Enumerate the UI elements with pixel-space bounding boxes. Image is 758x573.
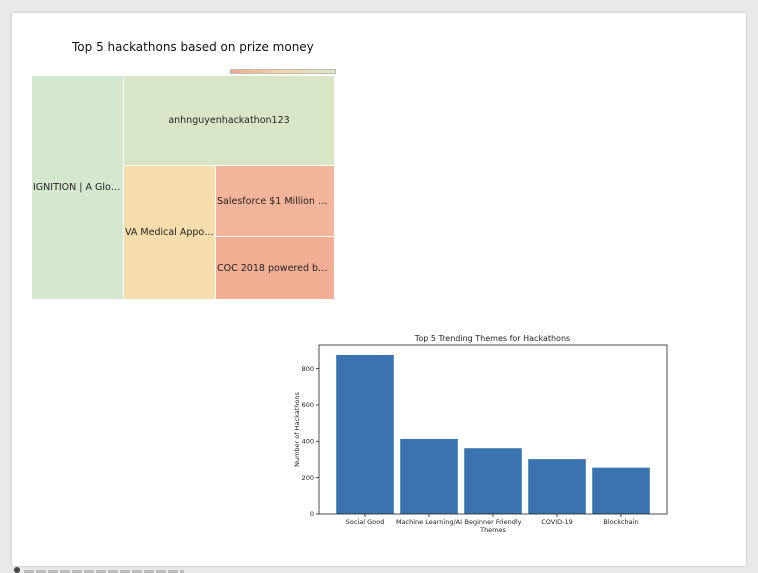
bar [528,459,586,514]
y-tick-label: 200 [302,474,314,482]
treemap-tile: IGNITION | A Glob… [31,75,124,300]
y-tick-label: 800 [302,365,314,373]
x-axis-label: Themes [479,526,506,534]
y-tick-label: 600 [302,401,314,409]
status-footer [14,567,214,573]
treemap-tile-label: VA Medical Appoin… [125,227,215,238]
y-axis-label: Number of Hackathons [293,392,301,467]
treemap-tile-label: anhnguyenhackathon123 [168,115,290,126]
info-icon [14,567,20,573]
treemap-tile: COC 2018 powered by… [215,236,335,300]
y-tick-label: 0 [310,510,314,518]
bar [400,438,458,514]
x-tick-label: COVID-19 [541,518,573,526]
treemap-colorscale [230,69,336,74]
x-tick-label: Beginner Friendly [464,518,521,526]
treemap-tile-label: IGNITION | A Glob… [33,182,123,193]
bar [464,448,522,514]
bar [336,354,394,514]
treemap-tile: Salesforce $1 Million Ha… [215,165,335,237]
x-tick-label: Machine Learning/AI [396,518,462,526]
treemap-tile: anhnguyenhackathon123 [123,75,335,166]
treemap-tile-label: COC 2018 powered by… [217,262,334,274]
bar-chart: Top 5 Trending Themes for Hackathons 0 20… [293,334,668,534]
bar [592,467,650,514]
chart-title: Top 5 Trending Themes for Hackathons [414,334,570,343]
y-tick-label: 400 [302,438,314,446]
x-tick-label: Blockchain [603,518,638,526]
treemap-tile: VA Medical Appoin… [123,165,216,300]
x-tick-label: Social Good [346,518,384,526]
treemap-title: Top 5 hackathons based on prize money [72,40,314,54]
treemap-tile-label: Salesforce $1 Million Ha… [217,195,334,207]
